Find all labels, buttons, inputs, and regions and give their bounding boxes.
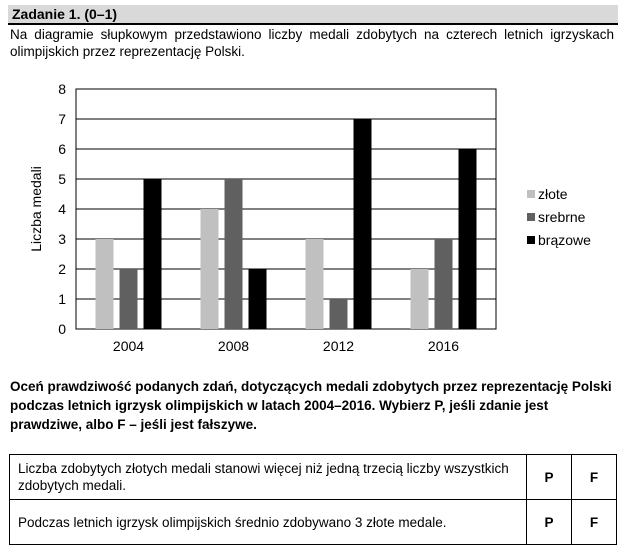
statement-2: Podczas letnich igrzysk olimpijskich śre… [9, 499, 527, 545]
legend-label: złote [538, 186, 568, 202]
intro-text: Na diagramie słupkowym przedstawiono lic… [10, 27, 614, 59]
y-tick-label: 2 [58, 261, 66, 277]
x-tick-labels: 2004 2008 2012 2016 [113, 338, 459, 354]
bar-srebrne-2004 [119, 269, 138, 329]
bar-srebrne-2016 [434, 239, 453, 329]
x-tick-label: 2012 [323, 338, 354, 354]
bar-złote-2008 [200, 209, 219, 329]
y-tick-label: 6 [58, 141, 66, 157]
statement-1: Liczba zdobytych złotych medali stanowi … [9, 454, 527, 500]
y-tick-label: 3 [58, 231, 66, 247]
y-tick-label: 8 [58, 81, 66, 97]
chart-legend: złote srebrne brązowe [527, 186, 591, 248]
y-tick-label: 1 [58, 291, 66, 307]
bar-złote-2012 [305, 239, 324, 329]
answer-f-2[interactable]: F [571, 499, 617, 545]
legend-swatch-srebrne [527, 213, 535, 221]
task-title: Zadanie 1. (0–1) [12, 6, 118, 22]
plot-area-border [75, 88, 497, 330]
legend-swatch-złote [527, 190, 535, 198]
bar-brązowe-2008 [248, 269, 267, 329]
table-row: Podczas letnich igrzysk olimpijskich śre… [9, 499, 617, 545]
y-tick-label: 5 [58, 171, 66, 187]
bar-srebrne-2008 [224, 179, 243, 329]
y-tick-label: 4 [58, 201, 66, 217]
medal-bar-chart: 0 1 2 3 4 5 6 7 8 2004 2008 2012 2016 Liczba medali… [28, 81, 591, 354]
x-tick-label: 2016 [428, 338, 459, 354]
legend-label: brązowe [538, 232, 591, 248]
legend-swatch-brązowe [527, 236, 535, 244]
bar-złote-2004 [95, 239, 114, 329]
table-row: Liczba zdobytych złotych medali stanowi … [9, 454, 617, 500]
bar-złote-2016 [410, 269, 429, 329]
x-tick-label: 2008 [218, 338, 249, 354]
answer-p-1[interactable]: P [526, 454, 572, 500]
bar-brązowe-2012 [353, 119, 372, 329]
y-tick-labels: 0 1 2 3 4 5 6 7 8 [58, 81, 66, 337]
bar-srebrne-2012 [329, 299, 348, 329]
true-false-table: Liczba zdobytych złotych medali stanowi … [9, 454, 617, 545]
answer-f-1[interactable]: F [571, 454, 617, 500]
y-tick-label: 7 [58, 111, 66, 127]
answer-p-2[interactable]: P [526, 499, 572, 545]
task-header: Zadanie 1. (0–1) [8, 5, 618, 25]
bar-brązowe-2004 [143, 179, 162, 329]
bars-group [95, 119, 477, 329]
bar-brązowe-2016 [458, 149, 477, 329]
y-axis-label: Liczba medali [28, 166, 44, 252]
x-tick-label: 2004 [113, 338, 144, 354]
y-tick-label: 0 [58, 321, 66, 337]
legend-label: srebrne [538, 209, 586, 225]
instruction-text: Oceń prawdziwość podanych zdań, dotycząc… [10, 379, 612, 432]
chart-grid [76, 118, 496, 300]
